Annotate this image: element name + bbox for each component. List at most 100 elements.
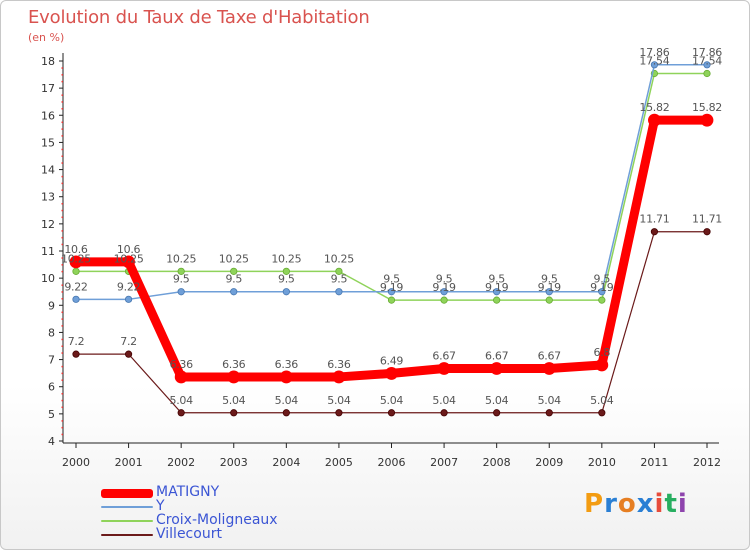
legend-swatch [101,488,153,498]
data-point [700,113,714,127]
data-label: 10.25 [166,252,196,265]
x-tick-label: 2002 [167,456,195,469]
legend-item-y: Y [101,498,401,514]
legend-item-matigny: MATIGNY [101,484,401,500]
y-minor-tick [61,135,63,137]
data-point [542,362,556,375]
data-label: 7.2 [68,335,85,348]
data-label: 9.19 [485,281,509,294]
legend-label: Croix-Moligneaux [156,512,278,528]
y-minor-tick [61,236,63,239]
data-label: 5.04 [538,394,562,407]
y-minor-tick [61,284,63,286]
series-line-croix-moligneaux [75,72,708,301]
data-label: 10.25 [324,252,354,265]
y-minor-tick [61,148,63,151]
data-label: 10.25 [61,252,91,265]
data-label: 5.04 [432,394,456,407]
data-point [335,288,343,296]
y-minor-tick [61,257,63,259]
logo-letter: i [677,489,688,519]
data-label: 11.71 [692,213,722,226]
data-point [598,409,606,417]
data-point [387,409,396,417]
chart-subtitle: (en %) [28,31,65,44]
y-minor-tick [61,175,63,178]
y-minor-tick [61,406,63,409]
x-tick-label: 2005 [325,456,353,469]
logo-letter: i [654,489,665,519]
data-label: 17.54 [639,54,669,67]
y-tick-label: 14 [41,164,55,177]
legend-label: Villecourt [156,526,222,542]
data-point [282,409,290,417]
data-point [595,358,609,372]
data-point [440,296,448,304]
y-minor-tick [61,182,63,185]
data-label: 9.22 [64,280,87,293]
data-label: 7.2 [120,335,137,348]
x-tick-label: 2000 [62,456,90,469]
data-point [72,350,80,358]
data-label: 5.04 [222,394,246,407]
x-tick-label: 2011 [640,456,668,469]
legend-label: MATIGNY [156,484,220,500]
y-minor-tick [61,291,63,293]
data-point [177,267,185,275]
y-minor-tick [61,298,63,300]
logo-letter: t [664,489,678,519]
chart-title: Evolution du Taux de Taxe d'Habitation [28,7,370,28]
data-label: 10.25 [271,252,301,265]
x-tick-label: 2007 [430,456,458,469]
data-point [122,255,135,269]
proxiti-logo: Proxiti [584,489,688,519]
y-minor-tick [61,420,63,422]
data-label: 17.86 [639,46,669,59]
data-label: 17.54 [692,54,722,67]
data-point [703,228,711,236]
data-point [545,288,553,296]
data-point [437,362,451,375]
data-point [385,367,398,380]
y-minor-tick [61,209,63,212]
y-minor-tick [61,155,63,157]
y-minor-tick [61,393,63,395]
data-label: 9.19 [432,281,456,294]
y-minor-tick [61,264,63,266]
x-tick-label: 2003 [220,456,248,469]
y-minor-tick [61,345,63,347]
data-label: 9.5 [488,273,505,286]
y-minor-tick [61,318,63,320]
y-tick-label: 7 [48,354,55,367]
y-tick-label: 15 [41,136,55,149]
data-point [493,409,501,417]
y-tick-label: 13 [41,191,55,204]
y-tick-label: 6 [48,381,55,394]
data-point [545,296,553,304]
data-label: 9.5 [278,273,295,286]
y-tick-label: 10 [41,272,55,285]
data-point [493,288,501,296]
data-label: 6.36 [170,358,194,371]
legend-label: Y [156,498,165,514]
data-label: 9.22 [117,280,140,293]
data-point [230,288,238,296]
data-point [72,295,80,303]
data-point [230,267,238,275]
data-point [703,69,711,78]
data-point [650,228,659,236]
data-label: 9.5 [383,273,400,286]
x-tick-label: 2009 [535,456,563,469]
x-tick-label: 2012 [693,456,721,469]
y-minor-tick [61,365,63,368]
y-minor-tick [61,203,63,205]
y-tick-label: 4 [48,435,55,448]
data-point [387,296,396,304]
x-tick-label: 2010 [588,456,616,469]
data-label: 10.6 [117,243,141,256]
data-point [124,295,133,303]
data-label: 9.19 [590,281,614,294]
legend-swatch [101,520,153,522]
data-label: 9.5 [331,273,348,286]
